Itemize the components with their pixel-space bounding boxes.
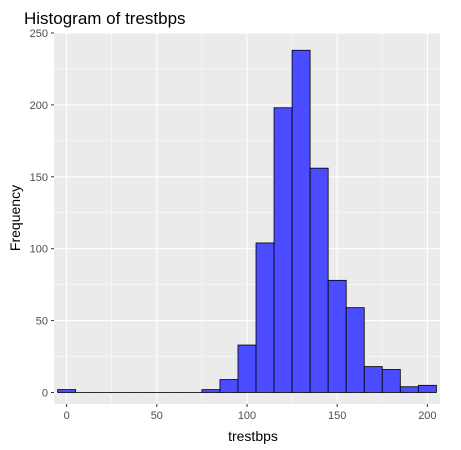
- histogram-bar: [417, 384, 437, 393]
- y-tick-label: 150: [30, 172, 48, 184]
- y-tick-label: 50: [36, 316, 48, 328]
- x-tick-label: 100: [238, 410, 256, 422]
- histogram-bar: [273, 107, 293, 393]
- histogram-bar: [219, 379, 239, 393]
- histogram-bars: [57, 49, 437, 393]
- x-tick-label: 150: [328, 410, 346, 422]
- y-tick-label: 0: [42, 387, 48, 399]
- histogram-bar: [255, 242, 275, 393]
- y-axis-title: Frequency: [7, 185, 23, 251]
- x-axis-title: trestbps: [228, 428, 278, 444]
- histogram-bar: [327, 279, 347, 393]
- histogram-bar: [309, 167, 329, 393]
- histogram-bar: [381, 369, 401, 393]
- histogram-bar: [345, 307, 365, 393]
- y-tick-label: 100: [30, 244, 48, 256]
- histogram-bar: [399, 386, 419, 393]
- histogram-bar: [201, 389, 221, 393]
- chart-title: Histogram of trestbps: [24, 9, 186, 28]
- histogram-bar: [291, 49, 311, 393]
- x-tick-label: 200: [418, 410, 436, 422]
- y-axis: 0 50 100 150 200 250: [30, 28, 54, 399]
- y-tick-label: 250: [30, 28, 48, 40]
- y-tick-label: 200: [30, 100, 48, 112]
- histogram-bar: [237, 344, 257, 393]
- histogram-bar: [57, 389, 77, 393]
- histogram-bar: [363, 366, 383, 393]
- x-tick-label: 0: [64, 410, 70, 422]
- x-axis: 0 50 100 150 200: [64, 404, 437, 422]
- x-tick-label: 50: [151, 410, 163, 422]
